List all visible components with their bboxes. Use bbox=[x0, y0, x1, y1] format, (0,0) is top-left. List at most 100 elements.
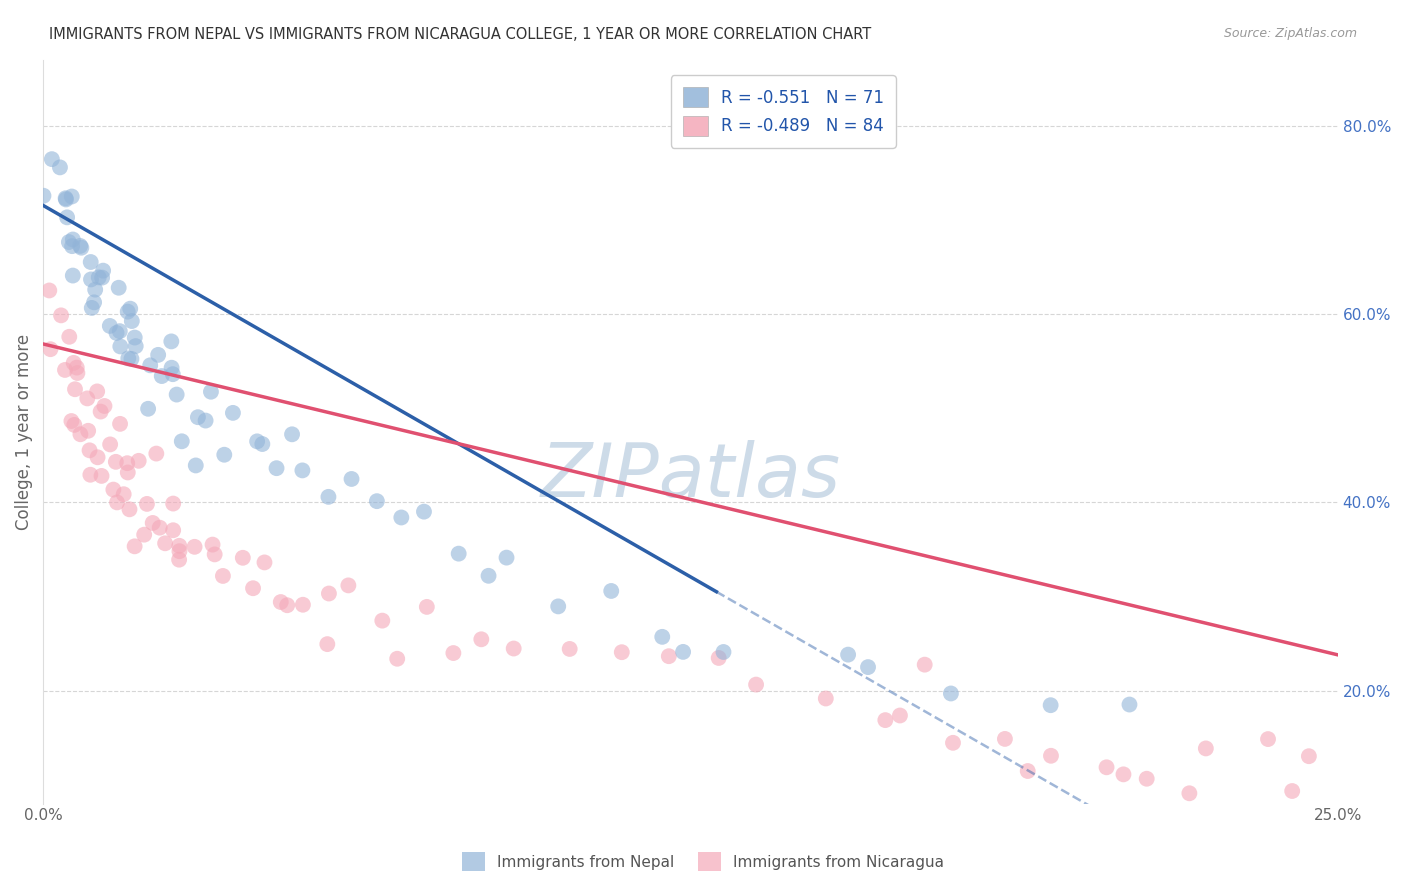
Point bbox=[93, 399, 115, 413]
Point bbox=[814, 691, 837, 706]
Point bbox=[204, 548, 226, 562]
Text: IMMIGRANTS FROM NEPAL VS IMMIGRANTS FROM NICARAGUA COLLEGE, 1 YEAR OR MORE CORRE: IMMIGRANTS FROM NEPAL VS IMMIGRANTS FROM… bbox=[49, 27, 872, 42]
Point bbox=[66, 360, 89, 375]
Point bbox=[91, 270, 114, 285]
Point bbox=[117, 456, 139, 470]
Point bbox=[232, 550, 254, 565]
Point bbox=[91, 263, 114, 277]
Point bbox=[270, 595, 292, 609]
Point bbox=[90, 469, 112, 483]
Point bbox=[1298, 749, 1320, 764]
Point bbox=[600, 584, 623, 599]
Point bbox=[105, 326, 128, 340]
Point bbox=[658, 649, 681, 664]
Point bbox=[291, 463, 314, 477]
Point bbox=[1095, 760, 1118, 774]
Point bbox=[856, 660, 879, 674]
Point bbox=[1118, 698, 1140, 712]
Point bbox=[108, 417, 131, 431]
Point bbox=[69, 427, 91, 442]
Point bbox=[63, 417, 86, 432]
Point bbox=[495, 550, 517, 565]
Point bbox=[160, 360, 183, 375]
Point bbox=[117, 466, 139, 480]
Point bbox=[117, 304, 139, 318]
Point bbox=[90, 404, 112, 418]
Point bbox=[200, 384, 222, 399]
Point bbox=[110, 339, 132, 353]
Point bbox=[201, 538, 224, 552]
Point bbox=[1195, 741, 1218, 756]
Point bbox=[117, 351, 139, 366]
Point bbox=[150, 369, 173, 384]
Point bbox=[98, 437, 121, 451]
Point bbox=[672, 645, 695, 659]
Point bbox=[60, 414, 83, 428]
Point bbox=[1039, 748, 1062, 763]
Point bbox=[63, 382, 86, 396]
Point bbox=[118, 502, 141, 516]
Point bbox=[139, 359, 162, 373]
Point bbox=[104, 455, 127, 469]
Point bbox=[291, 598, 314, 612]
Point bbox=[222, 406, 245, 420]
Point bbox=[98, 318, 121, 333]
Legend: Immigrants from Nepal, Immigrants from Nicaragua: Immigrants from Nepal, Immigrants from N… bbox=[456, 847, 950, 877]
Point bbox=[62, 356, 84, 370]
Point bbox=[103, 483, 125, 497]
Point bbox=[38, 284, 60, 298]
Point bbox=[441, 646, 464, 660]
Point bbox=[183, 540, 205, 554]
Point bbox=[371, 614, 394, 628]
Point bbox=[69, 239, 91, 253]
Point bbox=[994, 731, 1017, 746]
Point bbox=[79, 467, 101, 482]
Point bbox=[252, 437, 274, 451]
Point bbox=[214, 448, 236, 462]
Point bbox=[56, 211, 79, 225]
Point bbox=[62, 232, 84, 246]
Point bbox=[242, 581, 264, 595]
Point bbox=[66, 366, 89, 380]
Point bbox=[942, 736, 965, 750]
Text: ZIPatlas: ZIPatlas bbox=[540, 441, 841, 512]
Point bbox=[105, 495, 128, 509]
Point bbox=[49, 309, 72, 323]
Point bbox=[281, 427, 304, 442]
Point bbox=[1281, 784, 1303, 798]
Point bbox=[162, 523, 184, 537]
Point bbox=[77, 424, 100, 438]
Point bbox=[112, 487, 135, 501]
Point bbox=[707, 651, 730, 665]
Point bbox=[83, 295, 105, 310]
Point bbox=[167, 552, 190, 566]
Point bbox=[1178, 786, 1201, 800]
Point bbox=[80, 255, 103, 269]
Point bbox=[136, 401, 159, 416]
Point bbox=[80, 272, 103, 286]
Point bbox=[745, 677, 768, 691]
Point bbox=[194, 413, 217, 427]
Point bbox=[58, 330, 80, 344]
Point bbox=[1017, 764, 1039, 778]
Point bbox=[76, 392, 98, 406]
Point bbox=[1226, 814, 1249, 829]
Point bbox=[80, 301, 103, 315]
Point bbox=[49, 161, 72, 175]
Point bbox=[470, 632, 492, 647]
Point bbox=[86, 384, 108, 399]
Text: Source: ZipAtlas.com: Source: ZipAtlas.com bbox=[1223, 27, 1357, 40]
Point bbox=[1112, 767, 1135, 781]
Point bbox=[318, 586, 340, 600]
Point bbox=[170, 434, 193, 449]
Point bbox=[136, 497, 159, 511]
Point bbox=[413, 505, 436, 519]
Point bbox=[914, 657, 936, 672]
Point bbox=[58, 235, 80, 249]
Point bbox=[477, 569, 499, 583]
Point bbox=[212, 569, 235, 583]
Point bbox=[162, 497, 184, 511]
Point bbox=[142, 516, 165, 530]
Point bbox=[160, 334, 183, 349]
Point bbox=[713, 645, 735, 659]
